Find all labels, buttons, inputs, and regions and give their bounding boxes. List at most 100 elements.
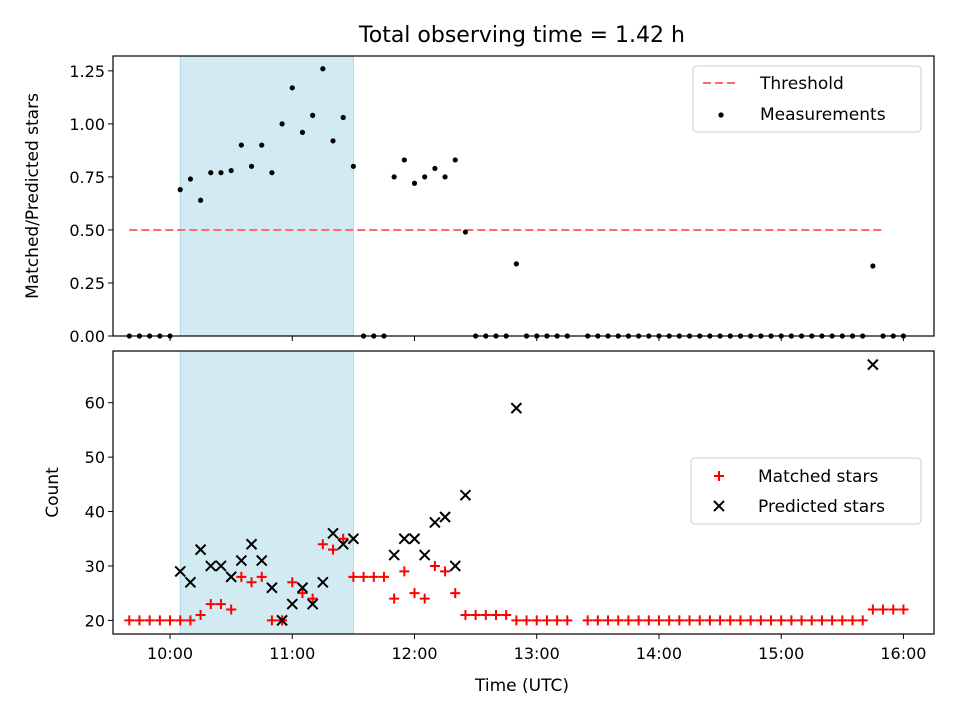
legend-box — [692, 65, 922, 133]
y-tick-label: 1.25 — [69, 62, 105, 81]
matched-star-point — [552, 615, 563, 626]
matched-star-point — [338, 533, 349, 544]
y-tick-label: 0.00 — [69, 327, 105, 346]
x-tick-label: 14:00 — [636, 644, 682, 663]
matched-star-point — [205, 599, 216, 610]
matched-star-point — [440, 566, 451, 577]
legend-matched-label: Matched stars — [758, 467, 878, 487]
matched-star-point — [694, 615, 705, 626]
measurement-point — [177, 187, 183, 193]
matched-star-point — [735, 615, 746, 626]
y-axis-label: Matched/Predicted stars — [23, 93, 43, 299]
matched-star-point — [358, 571, 369, 582]
predicted-star-point — [174, 565, 186, 578]
legend-measurement-label: Measurements — [760, 105, 886, 125]
measurement-point — [350, 163, 356, 169]
matched-star-point — [806, 615, 817, 626]
predicted-star-point — [266, 582, 278, 594]
x-tick-label: 16:00 — [880, 644, 926, 663]
matched-star-point — [582, 615, 593, 626]
predicted-star-point — [439, 511, 451, 523]
predicted-star-point — [408, 533, 421, 545]
measurement-point — [513, 261, 519, 267]
matched-star-point — [674, 615, 685, 626]
y-tick-label: 60 — [85, 394, 105, 413]
matched-star-point — [745, 615, 756, 626]
count-panel: 20 30 40 50 60 10:00 11:00 12:00 13:00 14:00 15:00… — [43, 350, 935, 663]
measurement-point — [452, 157, 458, 163]
legend-box — [690, 457, 922, 525]
predicted-star-point — [276, 614, 288, 627]
y-axis-label: Count — [43, 467, 63, 518]
matched-star-point — [490, 609, 501, 620]
matched-star-point — [154, 615, 165, 626]
predicted-star-point — [215, 560, 227, 572]
matched-star-point — [165, 615, 176, 626]
matched-star-point — [287, 577, 298, 588]
matched-star-point — [847, 615, 858, 626]
y-tick-label: 30 — [85, 557, 105, 576]
matched-star-point — [837, 615, 848, 626]
matched-star-point — [653, 615, 664, 626]
measurement-point — [279, 121, 285, 127]
predicted-star-point — [286, 598, 298, 610]
legend-measurement-swatch — [718, 112, 724, 118]
chart-title: Total observing time = 1.42 h — [358, 23, 685, 48]
matched-star-point — [867, 604, 878, 615]
matched-star-point — [664, 615, 675, 626]
matched-star-point — [134, 615, 145, 626]
measurement-point — [320, 66, 326, 72]
measurement-point — [269, 170, 275, 176]
matched-star-point — [297, 588, 308, 599]
matched-star-point — [562, 615, 573, 626]
matched-star-point — [307, 593, 318, 604]
measurement-point — [330, 138, 336, 144]
measurement-point — [432, 165, 438, 172]
predicted-star-point — [867, 358, 879, 371]
matched-star-point — [715, 615, 726, 626]
matched-star-point — [215, 599, 226, 610]
x-tick-label: 15:00 — [758, 644, 804, 663]
measurement-point — [187, 176, 194, 182]
matched-star-point — [399, 566, 410, 577]
matched-star-point — [704, 615, 715, 626]
legend-predicted-label: Predicted stars — [758, 497, 885, 517]
legend-matched-swatch — [714, 471, 724, 481]
matched-star-point — [827, 615, 838, 626]
matched-star-point — [246, 577, 257, 588]
matched-star-point — [429, 560, 440, 571]
matched-star-point — [898, 604, 909, 615]
predicted-star-point — [347, 533, 360, 545]
axes-frame — [112, 55, 935, 337]
matched-star-point — [236, 571, 247, 582]
measurement-point — [462, 229, 469, 235]
measurement-point — [248, 163, 255, 169]
y-tick-label: 20 — [85, 611, 105, 630]
x-tick-label: 11:00 — [269, 644, 315, 663]
measurement-point — [218, 170, 224, 176]
matched-star-point — [470, 609, 481, 620]
measurement-point — [401, 157, 407, 163]
x-tick-label: 12:00 — [391, 644, 437, 663]
series-matched-stars — [124, 533, 909, 626]
measurement-point — [310, 112, 316, 118]
matched-star-point — [541, 615, 552, 626]
y-tick-label: 0.50 — [69, 221, 105, 240]
measurement-point — [259, 142, 265, 148]
measurement-point — [289, 85, 295, 91]
matched-star-point — [878, 604, 889, 615]
measurement-point — [422, 174, 428, 180]
matched-star-point — [124, 615, 135, 626]
measurement-point — [870, 263, 876, 269]
matched-star-point — [531, 615, 542, 626]
matched-star-point — [684, 615, 695, 626]
series-predicted-stars — [174, 358, 879, 627]
matched-star-point — [195, 609, 206, 620]
matched-star-point — [368, 571, 379, 582]
axes-frame — [112, 350, 935, 635]
matched-star-point — [317, 539, 328, 550]
predicted-star-point — [449, 560, 461, 572]
matched-star-point — [409, 588, 420, 599]
matched-star-point — [501, 609, 512, 620]
